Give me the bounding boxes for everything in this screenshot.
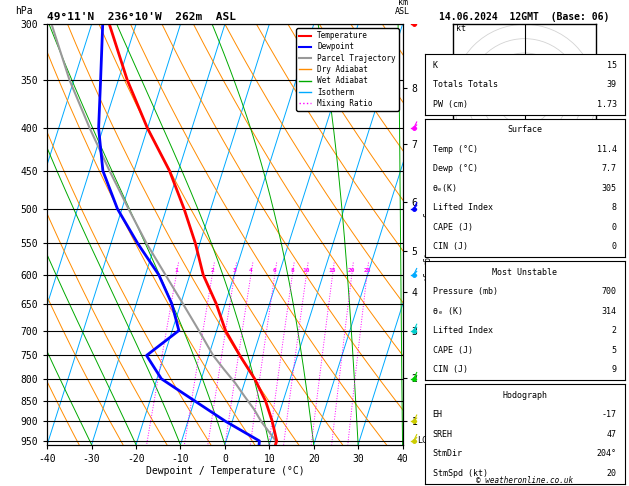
Text: 11.4: 11.4	[596, 145, 616, 154]
Text: Temp (°C): Temp (°C)	[433, 145, 477, 154]
Text: K: K	[433, 61, 438, 70]
Text: StmSpd (kt): StmSpd (kt)	[433, 469, 487, 478]
Text: 2: 2	[211, 268, 214, 273]
Text: 20: 20	[348, 268, 355, 273]
Text: 314: 314	[601, 307, 616, 316]
Text: 305: 305	[601, 184, 616, 193]
Text: Lifted Index: Lifted Index	[433, 326, 493, 335]
Text: 14.06.2024  12GMT  (Base: 06): 14.06.2024 12GMT (Base: 06)	[440, 12, 610, 22]
Text: 7.7: 7.7	[601, 164, 616, 174]
Text: θₑ (K): θₑ (K)	[433, 307, 462, 316]
Text: 1: 1	[174, 268, 178, 273]
Text: θₑ(K): θₑ(K)	[433, 184, 457, 193]
Text: 47: 47	[606, 430, 616, 439]
Text: Surface: Surface	[507, 125, 542, 135]
Text: StmDir: StmDir	[433, 449, 462, 458]
Text: Most Unstable: Most Unstable	[492, 268, 557, 277]
Text: Hodograph: Hodograph	[502, 391, 547, 400]
Text: Totals Totals: Totals Totals	[433, 80, 498, 89]
Text: 1.73: 1.73	[596, 100, 616, 109]
Text: CIN (J): CIN (J)	[433, 365, 467, 374]
Text: LCL: LCL	[417, 436, 431, 445]
Text: hPa: hPa	[15, 6, 33, 16]
Y-axis label: Mixing Ratio (g/kg): Mixing Ratio (g/kg)	[422, 187, 431, 282]
Text: 15: 15	[329, 268, 337, 273]
Text: CAPE (J): CAPE (J)	[433, 346, 472, 355]
Text: PW (cm): PW (cm)	[433, 100, 467, 109]
Text: 25: 25	[363, 268, 370, 273]
Text: 0: 0	[611, 242, 616, 251]
Text: EH: EH	[433, 410, 443, 419]
Text: 9: 9	[611, 365, 616, 374]
Text: Lifted Index: Lifted Index	[433, 203, 493, 212]
Text: 8: 8	[291, 268, 294, 273]
Text: 3: 3	[233, 268, 237, 273]
Text: -17: -17	[601, 410, 616, 419]
Text: SREH: SREH	[433, 430, 453, 439]
Text: © weatheronline.co.uk: © weatheronline.co.uk	[476, 476, 573, 485]
Text: 6: 6	[273, 268, 277, 273]
Text: 5: 5	[611, 346, 616, 355]
Text: Dewp (°C): Dewp (°C)	[433, 164, 477, 174]
Text: 204°: 204°	[596, 449, 616, 458]
Text: 700: 700	[601, 287, 616, 296]
Text: 20: 20	[606, 469, 616, 478]
Text: 4: 4	[249, 268, 253, 273]
X-axis label: Dewpoint / Temperature (°C): Dewpoint / Temperature (°C)	[145, 467, 304, 476]
Text: CAPE (J): CAPE (J)	[433, 223, 472, 232]
Text: 39: 39	[606, 80, 616, 89]
Text: 10: 10	[303, 268, 310, 273]
Legend: Temperature, Dewpoint, Parcel Trajectory, Dry Adiabat, Wet Adiabat, Isotherm, Mi: Temperature, Dewpoint, Parcel Trajectory…	[296, 28, 399, 111]
Text: CIN (J): CIN (J)	[433, 242, 467, 251]
Text: 49°11'N  236°10'W  262m  ASL: 49°11'N 236°10'W 262m ASL	[47, 12, 236, 22]
Text: 8: 8	[611, 203, 616, 212]
Text: 15: 15	[606, 61, 616, 70]
Text: km
ASL: km ASL	[395, 0, 410, 16]
Text: 2: 2	[611, 326, 616, 335]
Text: kt: kt	[456, 24, 465, 34]
Text: 0: 0	[611, 223, 616, 232]
Text: Pressure (mb): Pressure (mb)	[433, 287, 498, 296]
